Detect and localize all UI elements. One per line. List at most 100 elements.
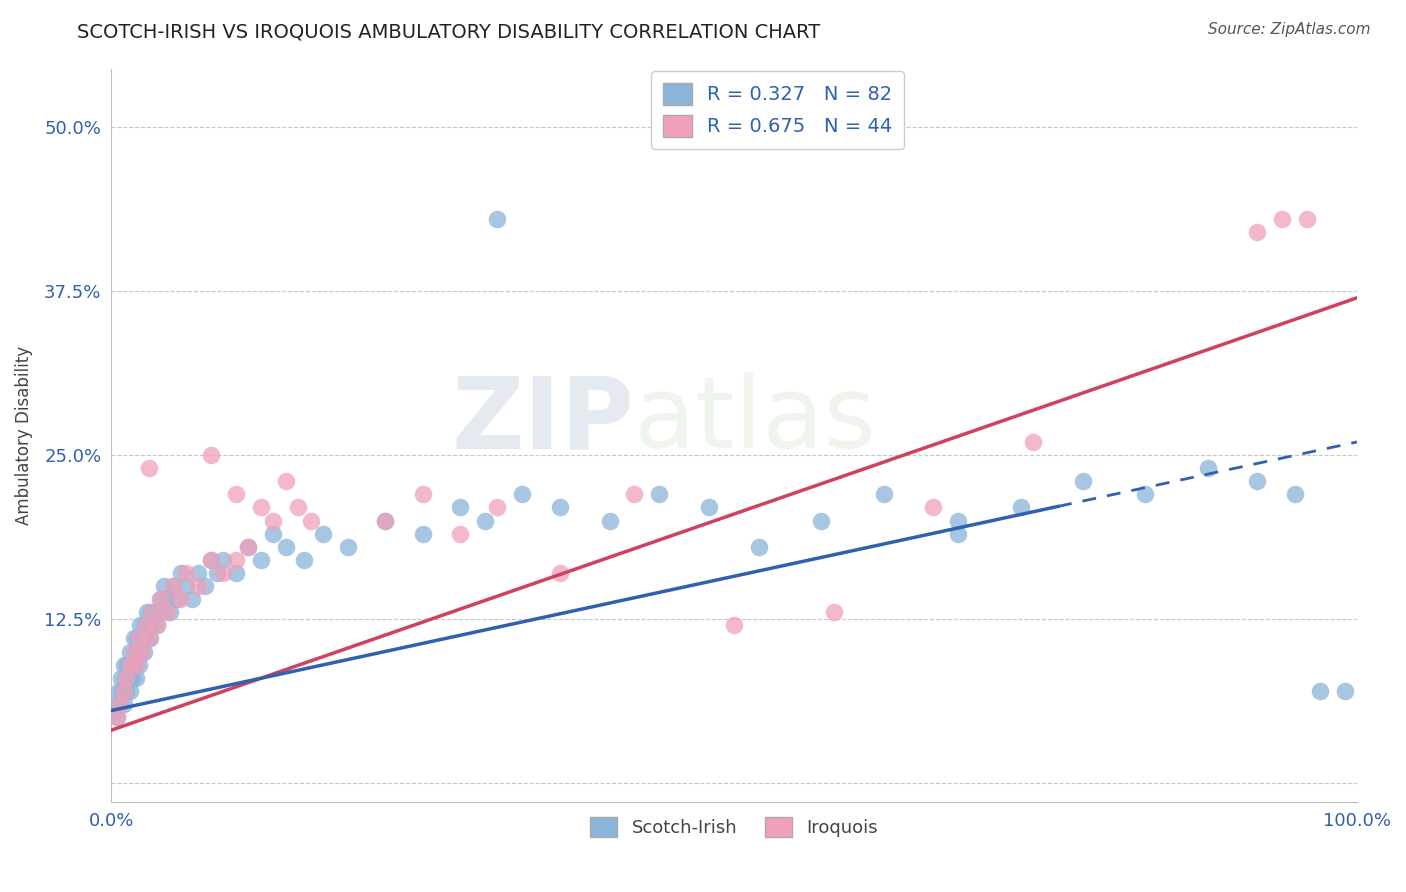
Point — [104, 704, 127, 718]
Point — [225, 553, 247, 567]
Point — [108, 697, 131, 711]
Point — [181, 592, 204, 607]
Point — [1309, 684, 1331, 698]
Point — [128, 632, 150, 646]
Point — [922, 500, 945, 515]
Point — [141, 605, 163, 619]
Point — [146, 618, 169, 632]
Point — [723, 618, 745, 632]
Point — [110, 671, 132, 685]
Point — [136, 605, 159, 619]
Point — [1022, 434, 1045, 449]
Point — [312, 526, 335, 541]
Point — [474, 514, 496, 528]
Point — [249, 553, 271, 567]
Point — [1284, 487, 1306, 501]
Legend: Scotch-Irish, Iroquois: Scotch-Irish, Iroquois — [583, 809, 884, 845]
Point — [107, 684, 129, 698]
Point — [299, 514, 322, 528]
Point — [449, 526, 471, 541]
Point — [187, 566, 209, 580]
Point — [118, 657, 141, 672]
Point — [169, 592, 191, 607]
Point — [105, 697, 128, 711]
Point — [115, 684, 138, 698]
Point — [412, 487, 434, 501]
Point — [748, 540, 770, 554]
Point — [135, 632, 157, 646]
Point — [138, 632, 160, 646]
Point — [238, 540, 260, 554]
Point — [127, 632, 149, 646]
Point — [200, 553, 222, 567]
Point — [823, 605, 845, 619]
Point — [149, 592, 172, 607]
Point — [112, 697, 135, 711]
Point — [132, 644, 155, 658]
Point — [287, 500, 309, 515]
Point — [599, 514, 621, 528]
Point — [162, 579, 184, 593]
Point — [1010, 500, 1032, 515]
Point — [274, 540, 297, 554]
Point — [124, 657, 146, 672]
Point — [336, 540, 359, 554]
Point — [548, 500, 571, 515]
Point — [125, 657, 148, 672]
Point — [412, 526, 434, 541]
Point — [118, 684, 141, 698]
Point — [205, 566, 228, 580]
Point — [129, 644, 152, 658]
Point — [139, 632, 162, 646]
Point — [125, 671, 148, 685]
Point — [159, 605, 181, 619]
Point — [548, 566, 571, 580]
Point — [122, 644, 145, 658]
Point — [648, 487, 671, 501]
Point — [155, 592, 177, 607]
Point — [122, 632, 145, 646]
Y-axis label: Ambulatory Disability: Ambulatory Disability — [15, 346, 32, 525]
Text: atlas: atlas — [634, 372, 876, 469]
Point — [1296, 212, 1319, 227]
Point — [107, 710, 129, 724]
Point — [135, 618, 157, 632]
Point — [134, 618, 156, 632]
Point — [162, 579, 184, 593]
Point — [146, 618, 169, 632]
Point — [225, 487, 247, 501]
Point — [374, 514, 396, 528]
Point — [128, 657, 150, 672]
Point — [374, 514, 396, 528]
Point — [249, 500, 271, 515]
Point — [156, 605, 179, 619]
Point — [174, 566, 197, 580]
Point — [114, 671, 136, 685]
Point — [510, 487, 533, 501]
Point — [108, 697, 131, 711]
Point — [166, 592, 188, 607]
Point — [238, 540, 260, 554]
Point — [138, 461, 160, 475]
Point — [121, 671, 143, 685]
Point — [225, 566, 247, 580]
Point — [118, 671, 141, 685]
Point — [623, 487, 645, 501]
Point — [212, 566, 235, 580]
Point — [292, 553, 315, 567]
Point — [194, 579, 217, 593]
Point — [139, 605, 162, 619]
Point — [170, 566, 193, 580]
Point — [274, 475, 297, 489]
Point — [118, 644, 141, 658]
Point — [212, 553, 235, 567]
Point — [948, 514, 970, 528]
Point — [152, 579, 174, 593]
Point — [141, 618, 163, 632]
Point — [187, 579, 209, 593]
Point — [262, 526, 284, 541]
Point — [1197, 461, 1219, 475]
Point — [1271, 212, 1294, 227]
Point — [115, 671, 138, 685]
Point — [200, 553, 222, 567]
